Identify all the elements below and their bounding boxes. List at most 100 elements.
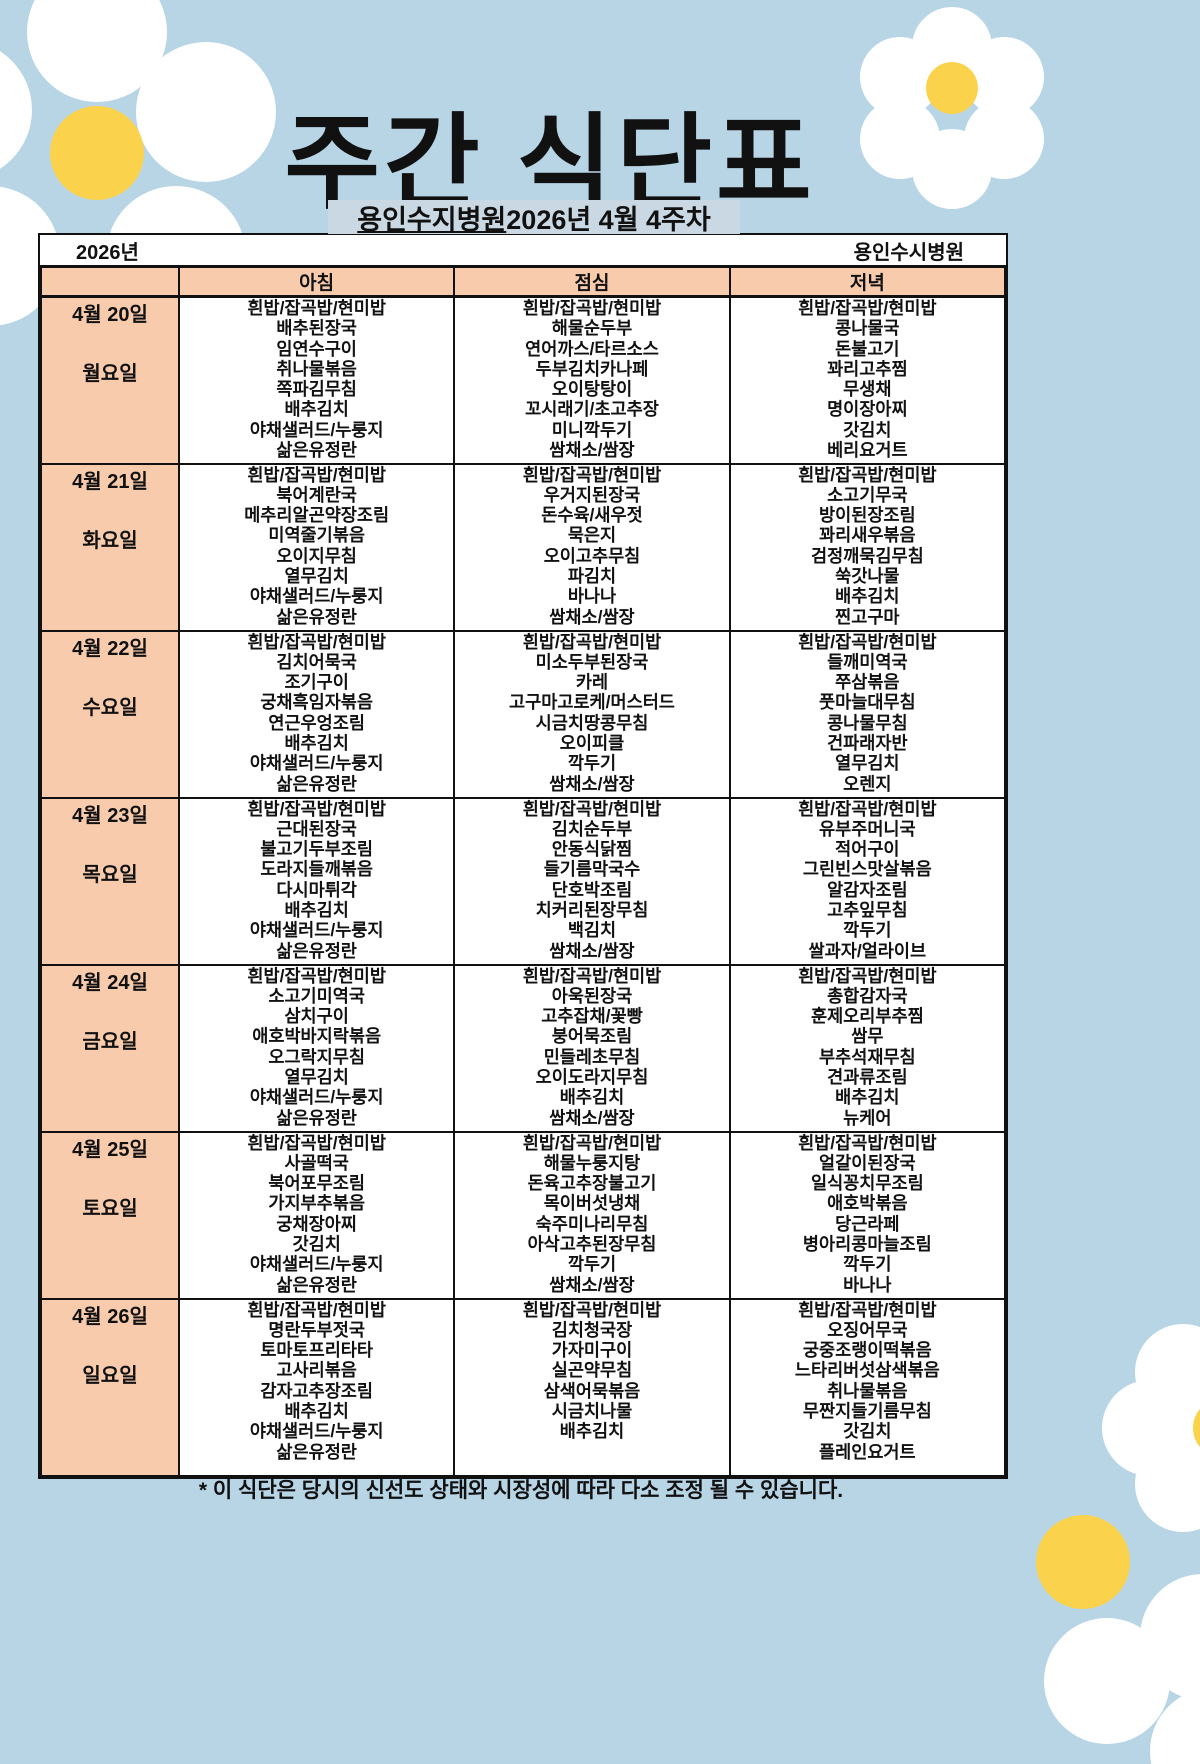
menu-item: 총합감자국 [827, 985, 908, 1006]
menu-item: 방이된장조림 [819, 505, 916, 526]
menu-item: 깍두기 [567, 1254, 617, 1275]
subtitle-hospital: 용인수지병원 [357, 204, 507, 235]
menu-item: 얼갈이된장국 [819, 1152, 916, 1173]
lunch-menu-cell: 흰밥/잡곡밥/현미밥 아욱된장국 고추잡채/꽃빵 붕어묵조림 민들레초무침 오이도라지무침… [453, 963, 731, 1133]
menu-item: 김치어묵국 [276, 651, 357, 672]
column-header-lunch: 점심 [453, 265, 731, 298]
menu-item: 목이버섯냉채 [543, 1193, 641, 1214]
menu-item: 감자고추장조림 [260, 1380, 374, 1401]
menu-item: 삶은유정란 [276, 773, 357, 794]
day-weekday: 화요일 [82, 529, 138, 552]
menu-item: 들깨미역국 [827, 651, 908, 672]
menu-item: 찐고구마 [835, 606, 900, 627]
menu-item: 토마토프리타타 [260, 1340, 374, 1361]
menu-item: 쌈채소/쌈장 [549, 1274, 635, 1295]
menu-item: 오징어무국 [827, 1319, 908, 1340]
menu-item: 오이탕탕이 [551, 379, 633, 400]
breakfast-menu-cell: 흰밥/잡곡밥/현미밥 김치어묵국 조기구이 궁채흑임자볶음 연근우엉조림 배추김치 야채샐러… [177, 629, 456, 799]
menu-item: 해물누룽지탕 [543, 1152, 641, 1173]
flower-center [1193, 1398, 1200, 1458]
menu-item: 콩나물국 [835, 318, 900, 339]
lunch-menu-cell: 흰밥/잡곡밥/현미밥 김치순두부 안동식닭찜 들기름막국수 단호박조림 치커리된장무침 백김… [453, 796, 731, 966]
menu-item: 쌀과자/얼라이브 [808, 940, 927, 961]
menu-item: 궁채장아찌 [276, 1213, 357, 1234]
dinner-menu-cell: 흰밥/잡곡밥/현미밥 얼갈이된장국 일식꽁치무조림 애호박볶음 당근라페 병아리콩마늘조림… [728, 1130, 1007, 1300]
flower-center [50, 106, 144, 200]
menu-item: 고구마고로케/머스터드 [509, 692, 675, 713]
menu-item: 미역줄기볶음 [268, 525, 365, 546]
day-cell: 4월 22일 수요일 [40, 629, 180, 799]
menu-item: 배추김치 [559, 1421, 625, 1442]
column-header-dinner: 저녁 [728, 265, 1007, 298]
menu-item: 배추김치 [284, 399, 349, 420]
menu-item: 열무김치 [284, 565, 349, 586]
menu-item: 연근우엉조림 [268, 712, 365, 733]
day-cell: 4월 26일 일요일 [40, 1297, 180, 1477]
menu-item: 안동식닭찜 [551, 839, 633, 860]
breakfast-menu-cell: 흰밥/잡곡밥/현미밥 북어계란국 메추리알곤약장조림 미역줄기볶음 오이지무침 열무김치 야… [177, 462, 456, 632]
year-label: 2026년 [76, 241, 139, 264]
menu-item: 흰밥/잡곡밥/현미밥 [522, 1132, 662, 1153]
flower-center [1036, 1515, 1130, 1609]
menu-item: 야채샐러드/누룽지 [249, 586, 384, 607]
day-date: 4월 25일 [72, 1138, 148, 1161]
hospital-label: 용인수시병원 [853, 241, 964, 264]
menu-item: 흰밥/잡곡밥/현미밥 [798, 631, 937, 652]
menu-item: 열무김치 [284, 1066, 349, 1087]
day-cell: 4월 25일 토요일 [40, 1130, 180, 1300]
menu-item: 오렌지 [843, 773, 892, 794]
breakfast-menu-cell: 흰밥/잡곡밥/현미밥 소고기미역국 삼치구이 애호박바지락볶음 오그락지무침 열무김치 야채… [177, 963, 456, 1133]
menu-item: 흰밥/잡곡밥/현미밥 [522, 965, 662, 986]
lunch-menu-cell: 흰밥/잡곡밥/현미밥 해물누룽지탕 돈육고추장불고기 목이버섯냉채 숙주미나리무침 아삭고… [453, 1130, 731, 1300]
menu-item: 가자미구이 [551, 1340, 633, 1361]
day-weekday: 금요일 [82, 1030, 138, 1053]
menu-item: 흰밥/잡곡밥/현미밥 [247, 965, 386, 986]
menu-item: 꽈리새우볶음 [819, 525, 916, 546]
menu-item: 쭈삼볶음 [835, 672, 900, 693]
menu-item: 우거지된장국 [543, 484, 641, 505]
menu-item: 조기구이 [284, 672, 349, 693]
flower-center [926, 62, 978, 114]
menu-item: 야채샐러드/누룽지 [249, 1087, 384, 1108]
menu-item: 쌈채소/쌈장 [549, 440, 635, 461]
lunch-menu-cell: 흰밥/잡곡밥/현미밥 김치청국장 가자미구이 실곤약무침 삼색어묵볶음 시금치나물 배추김치 [453, 1297, 731, 1477]
menu-item: 적어구이 [835, 839, 900, 860]
menu-item: 바나나 [567, 586, 617, 607]
menu-item: 애호박볶음 [827, 1193, 908, 1214]
day-row: 4월 21일 화요일 흰밥/잡곡밥/현미밥 북어계란국 메추리알곤약장조림 미역줄기볶음 오… [40, 462, 1007, 632]
menu-item: 불고기두부조림 [260, 839, 374, 860]
menu-item: 콩나물무침 [827, 712, 908, 733]
day-row: 4월 24일 금요일 흰밥/잡곡밥/현미밥 소고기미역국 삼치구이 애호박바지락볶음 오그락… [40, 963, 1007, 1133]
menu-item: 꼬시래기/초고추장 [525, 399, 659, 420]
menu-item: 숙주미나리무침 [535, 1213, 649, 1234]
menu-item: 오이고추무침 [543, 545, 641, 566]
menu-item: 돈불고기 [835, 338, 900, 359]
menu-item: 흰밥/잡곡밥/현미밥 [798, 798, 937, 819]
menu-item: 연어까스/타르소스 [525, 338, 659, 359]
menu-item: 미소두부된장국 [535, 651, 649, 672]
menu-item: 흰밥/잡곡밥/현미밥 [247, 298, 386, 318]
menu-item: 견과류조림 [827, 1066, 908, 1087]
corner-cell [40, 265, 180, 298]
menu-item: 당근라페 [835, 1213, 900, 1234]
column-header-breakfast: 아침 [177, 265, 456, 298]
menu-item: 카레 [575, 672, 609, 693]
menu-table: 아침 점심 저녁 4월 20일 월요일 흰밥/잡곡밥/현미밥 배추된장국 임연수구이 취나… [40, 265, 1007, 1477]
menu-item: 쌈무 [851, 1026, 884, 1047]
menu-item: 흰밥/잡곡밥/현미밥 [798, 965, 937, 986]
menu-item: 삶은유정란 [276, 940, 357, 961]
menu-item: 흰밥/잡곡밥/현미밥 [247, 1299, 386, 1320]
menu-item: 명이장아찌 [827, 399, 908, 420]
menu-item: 야채샐러드/누룽지 [249, 753, 384, 774]
menu-item: 배추된장국 [276, 318, 357, 339]
day-date: 4월 23일 [72, 804, 148, 827]
menu-item: 쪽파김무침 [276, 379, 357, 400]
menu-item: 아삭고추된장무침 [527, 1233, 657, 1254]
menu-item: 파김치 [567, 565, 617, 586]
menu-item: 부추석재무침 [819, 1046, 916, 1067]
menu-item: 돈육고추장불고기 [527, 1173, 657, 1194]
breakfast-menu-cell: 흰밥/잡곡밥/현미밥 명란두부젓국 토마토프리타타 고사리볶음 감자고추장조림 배추김치 야… [177, 1297, 456, 1477]
menu-item: 오이도라지무침 [535, 1066, 649, 1087]
menu-item: 쌈채소/쌈장 [549, 940, 635, 961]
